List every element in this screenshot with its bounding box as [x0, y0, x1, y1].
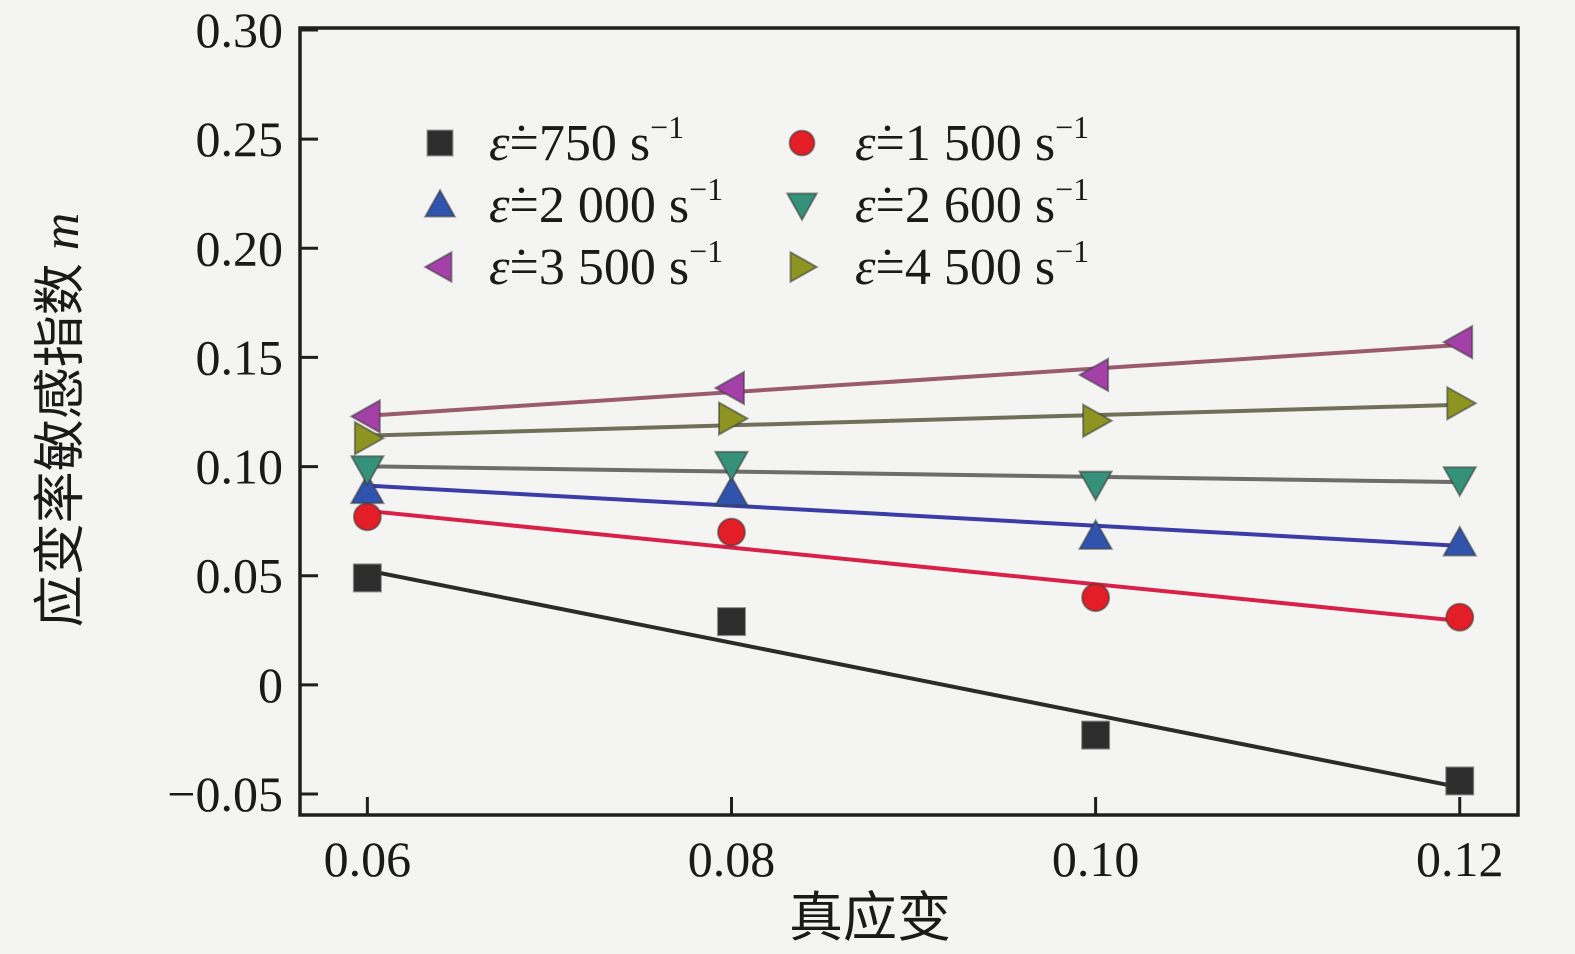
data-point-4500: [718, 400, 750, 437]
legend-marker-3500: [423, 250, 453, 284]
legend-label-3500: ε̇=3 500 s−1: [489, 233, 723, 296]
legend-label-2000: ε̇=2 000 s−1: [489, 171, 723, 234]
legend-item-3500: ε̇=3 500 s−1: [423, 233, 723, 296]
x-axis-label: 真应变: [789, 888, 951, 948]
legend-marker-2600: [785, 192, 819, 222]
y-tick-label: 0.30: [196, 2, 284, 58]
data-point-3500: [1077, 357, 1110, 393]
data-point-4500: [1446, 385, 1478, 421]
x-tick-label: 0.12: [1416, 831, 1504, 887]
legend-marker-750: [426, 129, 454, 157]
x-tick-label: 0.08: [688, 831, 776, 887]
legend-item-4500: ε̇=4 500 s−1: [789, 233, 1089, 296]
legend-label-1500: ε̇=1 500 s−1: [855, 109, 1089, 172]
data-point-3500: [1441, 324, 1474, 360]
y-tick-label: 0.25: [196, 111, 284, 167]
data-point-3500: [713, 370, 745, 406]
trendlines-layer: [365, 342, 1462, 790]
y-tick-label: −0.05: [167, 766, 283, 822]
data-point-2600: [349, 455, 386, 487]
legend: ε̇=750 s−1 ε̇=1 500 s−1 ε̇=2 000 s−1 ε̇=2 6…: [423, 109, 1089, 296]
legend-item-750: ε̇=750 s−1: [426, 109, 684, 172]
data-point-4500: [1082, 403, 1114, 439]
legend-label-750: ε̇=750 s−1: [489, 109, 684, 172]
y-tick-label: 0.15: [196, 329, 284, 385]
data-point-1500: [716, 517, 746, 547]
series-4500: [353, 385, 1478, 456]
data-point-3500: [349, 398, 381, 435]
series-750: [352, 563, 1475, 796]
y-tick-label: 0.05: [196, 548, 284, 604]
fit-line-4500: [365, 402, 1462, 438]
legend-marker-1500: [788, 129, 816, 157]
legend-item-2000: ε̇=2 000 s−1: [423, 171, 723, 234]
data-point-4500: [353, 420, 386, 456]
series-2000: [349, 472, 1478, 557]
plot-frame: [298, 26, 1520, 817]
series-3500: [349, 324, 1474, 435]
fit-line-3500: [365, 342, 1462, 418]
data-point-2000: [713, 474, 750, 507]
data-point-2000: [349, 472, 386, 505]
data-point-2600: [1077, 470, 1114, 503]
data-point-750: [716, 607, 746, 637]
data-point-2000: [1077, 518, 1114, 550]
legend-item-2600: ε̇=2 600 s−1: [785, 171, 1089, 234]
y-tick-label: 0.10: [196, 439, 284, 495]
axes-layer: 0.30 0.25 0.20 0.15 0.10 0.05 0 −0.05 0.06 0.08 0.…: [33, 2, 1503, 948]
data-point-1500: [1445, 602, 1475, 632]
x-tick-label: 0.06: [324, 831, 412, 887]
data-point-2600: [1442, 466, 1478, 498]
legend-label-2600: ε̇=2 600 s−1: [855, 171, 1089, 234]
data-point-750: [1081, 720, 1111, 750]
data-point-1500: [1081, 583, 1111, 613]
legend-item-1500: ε̇=1 500 s−1: [788, 109, 1089, 172]
legend-marker-2000: [423, 188, 457, 218]
data-point-750: [352, 563, 382, 593]
data-point-1500: [352, 502, 382, 532]
legend-marker-4500: [789, 250, 819, 284]
y-axis-label: 应变率敏感指数 m: [33, 213, 90, 628]
y-tick-label: 0: [258, 657, 283, 713]
fit-line-2000: [365, 483, 1462, 548]
data-point-750: [1445, 766, 1475, 796]
data-point-2600: [713, 450, 750, 483]
series-2600: [349, 450, 1478, 503]
fit-line-1500: [365, 508, 1462, 623]
legend-label-4500: ε̇=4 500 s−1: [855, 233, 1089, 296]
y-tick-label: 0.20: [196, 220, 284, 276]
x-tick-label: 0.10: [1052, 831, 1140, 887]
fit-line-2600: [365, 464, 1462, 485]
fit-line-750: [365, 568, 1462, 790]
data-point-2000: [1442, 524, 1478, 557]
